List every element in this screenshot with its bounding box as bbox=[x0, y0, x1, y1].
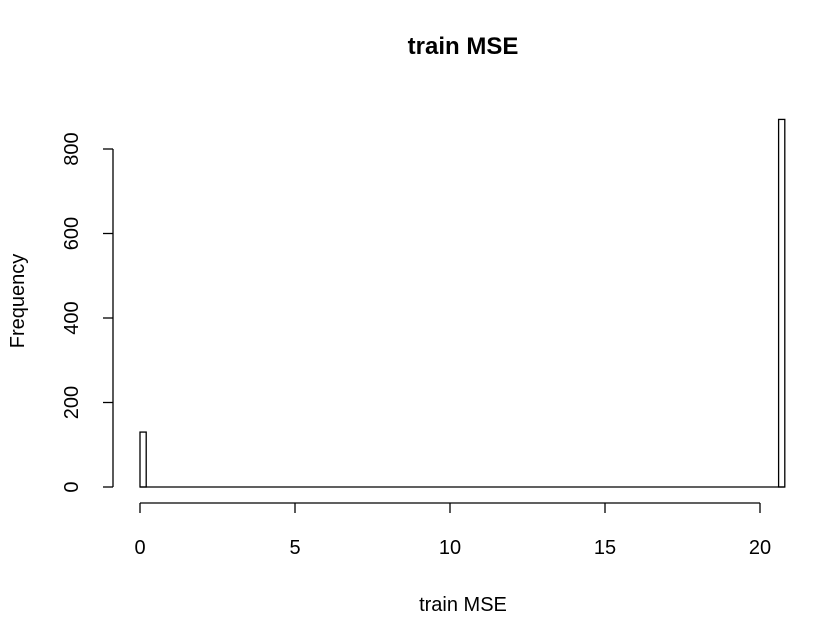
x-tick-label: 5 bbox=[289, 537, 300, 559]
chart-title: train MSE bbox=[408, 33, 519, 60]
x-axis-label: train MSE bbox=[419, 594, 507, 616]
x-axis: 0 5 10 15 20 bbox=[134, 502, 771, 559]
y-tick-label: 200 bbox=[61, 386, 83, 419]
y-tick-label: 600 bbox=[61, 217, 83, 250]
histogram-bar bbox=[777, 118, 786, 488]
x-tick-label: 20 bbox=[749, 537, 771, 559]
x-tick-label: 0 bbox=[134, 537, 145, 559]
y-axis-label: Frequency bbox=[7, 254, 29, 349]
x-tick-label: 10 bbox=[439, 537, 461, 559]
bars-group bbox=[139, 118, 786, 488]
y-tick-label: 0 bbox=[61, 481, 83, 492]
y-tick-label: 800 bbox=[61, 132, 83, 165]
y-axis: 0 200 400 600 800 bbox=[61, 132, 114, 493]
histogram-bar bbox=[139, 431, 147, 488]
x-tick-label: 15 bbox=[594, 537, 616, 559]
y-tick-label: 400 bbox=[61, 301, 83, 334]
